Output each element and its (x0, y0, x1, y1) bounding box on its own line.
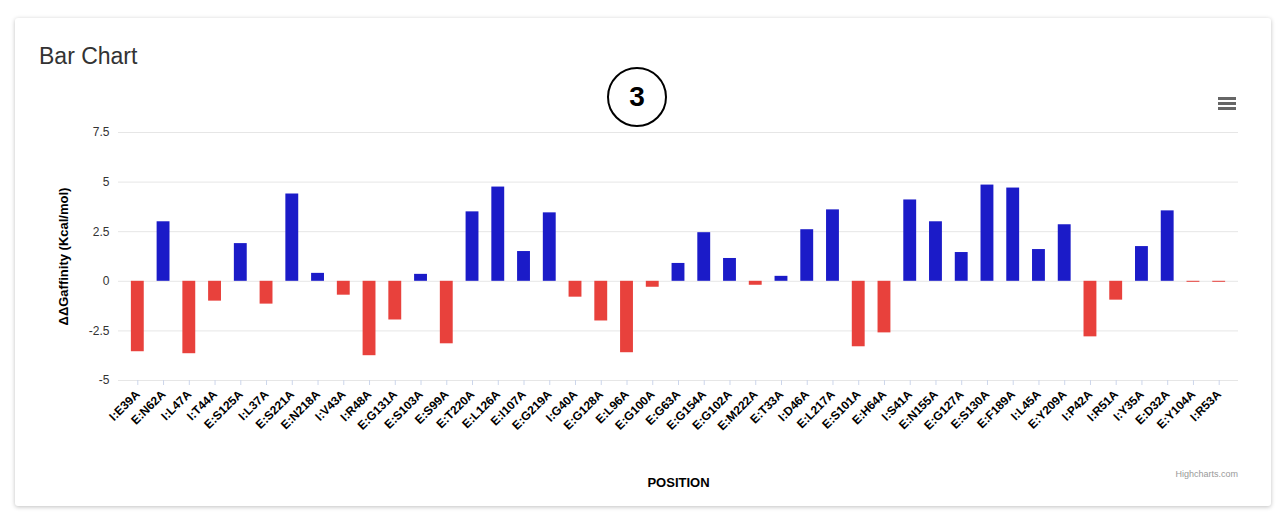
svg-text:2.5: 2.5 (93, 225, 110, 239)
svg-text:E:G128A: E:G128A (560, 387, 607, 433)
svg-text:E:G102A: E:G102A (689, 387, 735, 433)
svg-text:I:G40A: I:G40A (543, 387, 581, 425)
svg-text:E:G154A: E:G154A (663, 387, 710, 433)
svg-text:E:I107A: E:I107A (487, 387, 529, 429)
svg-text:I:S41A: I:S41A (878, 387, 916, 424)
svg-text:I:D46A: I:D46A (775, 387, 813, 424)
svg-text:E:F189A: E:F189A (974, 387, 1018, 432)
svg-text:I:T44A: I:T44A (184, 387, 220, 424)
svg-text:E:L96A: E:L96A (592, 387, 632, 427)
svg-text:E:S103A: E:S103A (381, 387, 426, 432)
svg-text:E:D32A: E:D32A (1132, 387, 1173, 428)
svg-text:-5: -5 (99, 373, 110, 387)
svg-text:E:N155A: E:N155A (896, 387, 941, 433)
svg-text:I:L37A: I:L37A (235, 387, 272, 424)
svg-text:E:S125A: E:S125A (201, 387, 246, 432)
svg-text:E:G63A: E:G63A (642, 387, 684, 428)
svg-text:I:L45A: I:L45A (1008, 387, 1044, 424)
svg-text:I:Y35A: I:Y35A (1110, 387, 1147, 424)
svg-text:5: 5 (103, 175, 110, 189)
svg-text:E:Y104A: E:Y104A (1153, 387, 1199, 432)
svg-text:I:E39A: I:E39A (106, 387, 143, 424)
svg-text:I:V43A: I:V43A (312, 387, 349, 424)
svg-text:I:P42A: I:P42A (1059, 387, 1096, 424)
svg-text:E:S101A: E:S101A (819, 387, 864, 432)
svg-text:POSITION: POSITION (647, 475, 709, 490)
svg-text:E:L126A: E:L126A (459, 387, 504, 432)
svg-text:E:G131A: E:G131A (354, 387, 401, 433)
svg-text:E:L217A: E:L217A (794, 387, 838, 432)
svg-text:E:T33A: E:T33A (747, 387, 787, 427)
svg-text:I:L47A: I:L47A (158, 387, 195, 424)
html-text:Highcharts.com: Highcharts.com (1175, 469, 1238, 479)
svg-text:E:N62A: E:N62A (128, 387, 168, 427)
svg-text:ΔΔGaffinity (Kcal/mol): ΔΔGaffinity (Kcal/mol) (56, 188, 71, 326)
svg-text:E:G127A: E:G127A (921, 387, 967, 433)
svg-text:E:H64A: E:H64A (849, 387, 889, 427)
svg-text:I:R51A: I:R51A (1084, 387, 1121, 424)
html-text:3: 3 (629, 81, 645, 112)
svg-text:E:Y209A: E:Y209A (1025, 387, 1070, 432)
svg-text:0: 0 (103, 274, 110, 288)
html-text:Bar Chart: Bar Chart (39, 43, 138, 69)
svg-text:E:T220A: E:T220A (433, 387, 478, 432)
svg-text:7.5: 7.5 (93, 125, 110, 139)
svg-text:I:R53A: I:R53A (1187, 387, 1224, 424)
svg-text:I:R48A: I:R48A (337, 387, 375, 424)
svg-text:E:S221A: E:S221A (252, 387, 298, 432)
svg-text:-2.5: -2.5 (89, 324, 110, 338)
svg-text:E:M222A: E:M222A (714, 387, 761, 433)
svg-text:E:S99A: E:S99A (412, 387, 452, 427)
svg-text:E:S130A: E:S130A (948, 387, 993, 432)
svg-text:E:N218A: E:N218A (278, 387, 323, 433)
svg-text:E:G219A: E:G219A (509, 387, 555, 433)
svg-text:E:G100A: E:G100A (612, 387, 658, 433)
